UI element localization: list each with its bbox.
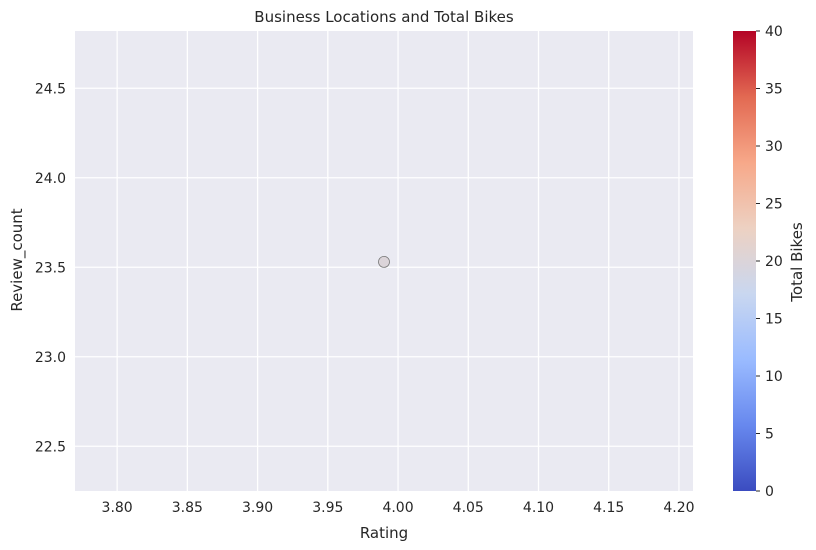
x-tick-label: 4.05	[453, 500, 484, 516]
x-tick-label: 4.00	[382, 500, 413, 516]
x-axis-label: Rating	[360, 524, 408, 542]
x-tick-label: 4.10	[523, 500, 554, 516]
y-axis-label: Review_count	[8, 208, 27, 311]
x-tick-label: 3.85	[172, 500, 203, 516]
x-axis-ticks: 3.80 3.85 3.90 3.95 4.00 4.05 4.10 4.15 4.20	[102, 500, 695, 516]
chart-title: Business Locations and Total Bikes	[254, 8, 514, 26]
colorbar-tick-label: 30	[765, 139, 783, 155]
colorbar-tick-label: 5	[765, 427, 774, 443]
y-tick-label: 23.0	[35, 350, 66, 366]
colorbar-tick-label: 20	[765, 254, 783, 270]
y-axis-ticks: 22.5 23.0 23.5 24.0 24.5	[35, 81, 66, 455]
x-tick-label: 4.20	[663, 500, 694, 516]
y-tick-label: 23.5	[35, 260, 66, 276]
scatter-point	[378, 255, 390, 268]
x-tick-label: 3.80	[102, 500, 133, 516]
colorbar-label: Total Bikes	[788, 222, 806, 303]
y-tick-label: 24.0	[35, 171, 66, 187]
colorbar-tick-label: 10	[765, 369, 783, 385]
x-tick-label: 3.95	[312, 500, 343, 516]
colorbar-tick-label: 15	[765, 312, 783, 328]
colorbar-tick-label: 0	[765, 484, 774, 500]
y-tick-label: 24.5	[35, 81, 66, 97]
colorbar	[733, 31, 756, 491]
colorbar-tick-label: 35	[765, 82, 783, 98]
colorbar-tick-label: 25	[765, 197, 783, 213]
x-tick-label: 3.90	[242, 500, 273, 516]
colorbar-ticks: 0 5 10 15 20 25 30 35 40	[756, 24, 783, 500]
y-tick-label: 22.5	[35, 439, 66, 455]
data-points	[378, 255, 390, 268]
x-tick-label: 4.15	[593, 500, 624, 516]
colorbar-tick-label: 40	[765, 24, 783, 40]
grid-lines	[75, 31, 693, 491]
